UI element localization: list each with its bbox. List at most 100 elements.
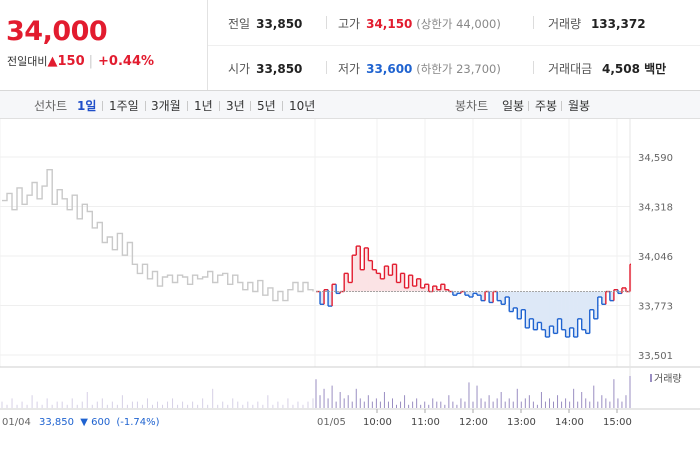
tab-5year[interactable]: 5년	[257, 99, 276, 113]
area-fill-segment	[344, 273, 349, 292]
divider	[326, 61, 327, 74]
area-fill-segment	[436, 289, 442, 292]
tab-1year[interactable]: 1년	[194, 99, 213, 113]
price-fill	[320, 246, 632, 337]
area-fill-segment	[537, 291, 542, 323]
area-fill-segment	[505, 291, 510, 297]
tab-daily-candle[interactable]: 일봉	[502, 99, 525, 113]
area-fill-segment	[517, 291, 522, 319]
tab-1day[interactable]: 1일	[77, 99, 97, 113]
tab-10year[interactable]: 10년	[289, 99, 316, 113]
divider	[326, 16, 327, 29]
previous-day-info: 01/04 33,850 ▼ 600 (-1.74%)	[2, 417, 160, 428]
candle-chart-label: 봉차트	[455, 99, 489, 113]
area-fill-segment	[376, 273, 381, 292]
area-fill-segment	[501, 291, 506, 305]
area-fill-segment	[477, 291, 482, 296]
area-fill-segment	[593, 291, 599, 319]
tab-weekly-candle[interactable]: 주봉	[535, 99, 558, 113]
area-fill-segment	[497, 291, 502, 301]
area-fill-segment	[533, 291, 538, 330]
y-tick-label: 34,318	[638, 203, 673, 214]
tab-3month[interactable]: 3개월	[151, 99, 181, 113]
tab-divider	[219, 101, 220, 111]
prev-date: 01/04	[2, 417, 31, 428]
area-fill-segment	[597, 291, 603, 297]
y-tick-label: 34,046	[638, 252, 673, 263]
high-stat: 고가 34,150 (상한가 44,000)	[338, 17, 501, 31]
y-tick-label: 33,773	[638, 302, 673, 313]
tab-3year[interactable]: 3년	[226, 99, 245, 113]
area-fill-segment	[408, 275, 413, 292]
area-fill-segment	[464, 291, 470, 296]
area-fill-segment	[525, 291, 530, 328]
y-axis-labels: 34,590 34,318 34,046 33,773 33,501	[638, 153, 673, 362]
area-fill-segment	[456, 291, 462, 294]
area-fill-segment	[384, 266, 389, 292]
area-fill-segment	[473, 291, 478, 294]
area-fill-segment	[561, 291, 566, 330]
area-fill-segment	[569, 291, 574, 328]
divider	[533, 61, 534, 74]
area-fill-segment	[400, 273, 405, 292]
area-fill-segment	[541, 291, 546, 330]
area-fill-segment	[372, 269, 377, 292]
change-value: 150	[57, 54, 85, 69]
area-fill-segment	[420, 287, 425, 292]
area-fill-segment	[320, 291, 325, 305]
previous-day-line	[2, 169, 314, 302]
area-fill-segment	[444, 289, 450, 292]
area-fill-segment	[481, 291, 486, 301]
tab-divider	[528, 101, 529, 111]
prev-close: 33,850	[39, 417, 74, 428]
area-fill-segment	[368, 260, 373, 292]
open-stat: 시가 33,850	[228, 62, 303, 76]
prev-pct: (-1.74%)	[116, 417, 159, 428]
current-price: 34,000	[6, 16, 108, 47]
price-stats: 전일 33,850 고가 34,150 (상한가 44,000) 거래량 133,3…	[208, 0, 700, 90]
y-tick-label: 33,501	[638, 351, 673, 362]
area-fill-segment	[521, 291, 526, 310]
area-fill-segment	[573, 291, 578, 337]
quote-header: 34,000 전일대비▲150 | +0.44% 전일 33,850 고가 34,150…	[0, 0, 700, 91]
price-summary: 34,000 전일대비▲150 | +0.44%	[0, 0, 208, 90]
divider	[533, 16, 534, 29]
area-fill-segment	[352, 255, 357, 292]
area-fill-segment	[332, 284, 337, 292]
area-fill-segment	[613, 289, 619, 292]
stats-row-2: 시가 33,850 저가 33,600 (하한가 23,700) 거래대금 4,50…	[208, 45, 700, 90]
area-fill-segment	[440, 284, 446, 292]
prev-close-stat: 전일 33,850	[228, 17, 303, 31]
down-arrow-icon: ▼	[80, 417, 88, 428]
area-fill-segment	[416, 278, 421, 292]
x-tick-label: 10:00	[363, 417, 392, 428]
area-fill-segment	[328, 291, 333, 307]
x-tick-label: 14:00	[555, 417, 584, 428]
volume-legend: 거래량	[654, 373, 682, 385]
area-fill-segment	[621, 287, 627, 292]
chart-grid	[0, 119, 700, 410]
price-chart: 34,590 34,318 34,046 33,773 33,501 10:00 11:0…	[0, 119, 700, 428]
area-fill-segment	[392, 264, 397, 292]
x-tick-label: 15:00	[603, 417, 632, 428]
area-fill-segment	[557, 291, 562, 319]
tab-divider	[145, 101, 146, 111]
area-fill-segment	[360, 269, 365, 292]
stats-row-1: 전일 33,850 고가 34,150 (상한가 44,000) 거래량 133,3…	[208, 0, 700, 46]
area-fill-segment	[452, 291, 458, 296]
tab-monthly-candle[interactable]: 월봉	[568, 99, 591, 113]
area-fill-segment	[468, 291, 474, 297]
area-fill-segment	[324, 289, 329, 292]
tab-divider	[102, 101, 103, 111]
area-fill-segment	[545, 291, 550, 337]
area-fill-segment	[529, 291, 534, 319]
price-change: 전일대비▲150 | +0.44%	[7, 53, 154, 69]
area-fill-segment	[589, 291, 595, 310]
area-fill-segment	[581, 291, 587, 330]
area-fill-segment	[585, 291, 591, 334]
area-fill-segment	[380, 278, 385, 292]
tab-1week[interactable]: 1주일	[109, 99, 139, 113]
x-tick-label: 13:00	[507, 417, 536, 428]
change-divider: |	[88, 54, 94, 69]
volume-bars	[1, 376, 631, 408]
